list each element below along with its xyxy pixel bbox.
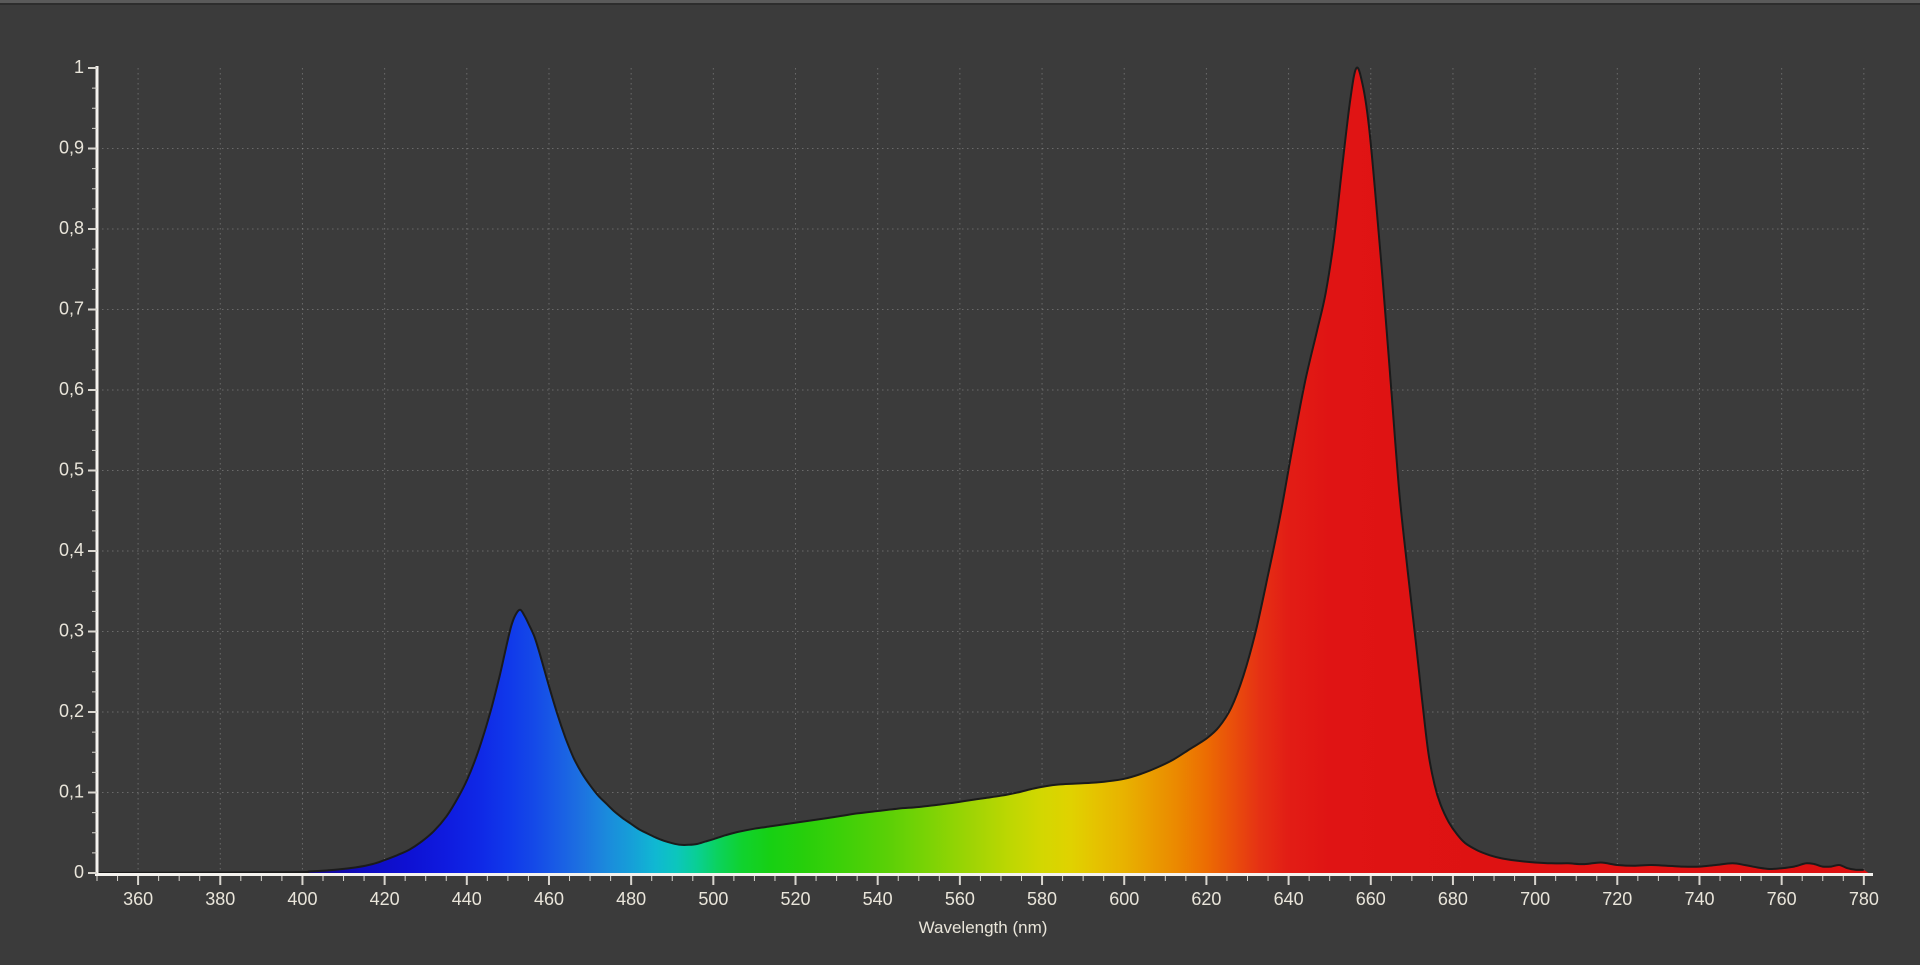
x-tick-label: 640 bbox=[1274, 889, 1304, 909]
x-tick-label: 460 bbox=[534, 889, 564, 909]
y-tick-label: 0,5 bbox=[59, 459, 84, 479]
x-tick-label: 380 bbox=[205, 889, 235, 909]
x-tick-label: 720 bbox=[1602, 889, 1632, 909]
grid-layer bbox=[97, 68, 1870, 873]
axis-labels-layer: 360 380 400 420 440 460 480 500 520 540 560 580 600 6… bbox=[59, 57, 1879, 909]
x-tick-label: 540 bbox=[863, 889, 893, 909]
y-tick-label: 0,6 bbox=[59, 379, 84, 399]
y-tick-label: 0,1 bbox=[59, 781, 84, 801]
x-tick-label: 480 bbox=[616, 889, 646, 909]
x-tick-label: 440 bbox=[452, 889, 482, 909]
x-tick-label: 420 bbox=[370, 889, 400, 909]
spectrum-curve-outline bbox=[96, 66, 1864, 874]
x-tick-label: 500 bbox=[698, 889, 728, 909]
series-layer bbox=[96, 66, 1870, 875]
y-tick-label: 1 bbox=[74, 57, 84, 77]
x-tick-label: 680 bbox=[1438, 889, 1468, 909]
window-top-edge bbox=[0, 0, 1920, 3]
x-axis-title: Wavelength (nm) bbox=[919, 918, 1048, 937]
x-tick-label: 700 bbox=[1520, 889, 1550, 909]
x-tick-label: 620 bbox=[1191, 889, 1221, 909]
x-tick-label: 580 bbox=[1027, 889, 1057, 909]
x-tick-label: 660 bbox=[1356, 889, 1386, 909]
x-tick-label: 780 bbox=[1849, 889, 1879, 909]
x-tick-label: 400 bbox=[287, 889, 317, 909]
x-tick-label: 360 bbox=[123, 889, 153, 909]
y-tick-label: 0 bbox=[74, 862, 84, 882]
x-tick-label: 560 bbox=[945, 889, 975, 909]
y-tick-label: 0,9 bbox=[59, 137, 84, 157]
x-tick-label: 520 bbox=[780, 889, 810, 909]
y-tick-label: 0,3 bbox=[59, 620, 84, 640]
y-tick-label: 0,2 bbox=[59, 701, 84, 721]
x-tick-label: 760 bbox=[1767, 889, 1797, 909]
y-tick-label: 0,8 bbox=[59, 218, 84, 238]
y-tick-label: 0,4 bbox=[59, 540, 84, 560]
spectrum-area-fill bbox=[97, 67, 1870, 875]
y-tick-label: 0,7 bbox=[59, 298, 84, 318]
window-top-edge-shadow bbox=[0, 3, 1920, 5]
x-tick-label: 600 bbox=[1109, 889, 1139, 909]
axes-layer bbox=[88, 66, 1873, 885]
x-tick-label: 740 bbox=[1684, 889, 1714, 909]
